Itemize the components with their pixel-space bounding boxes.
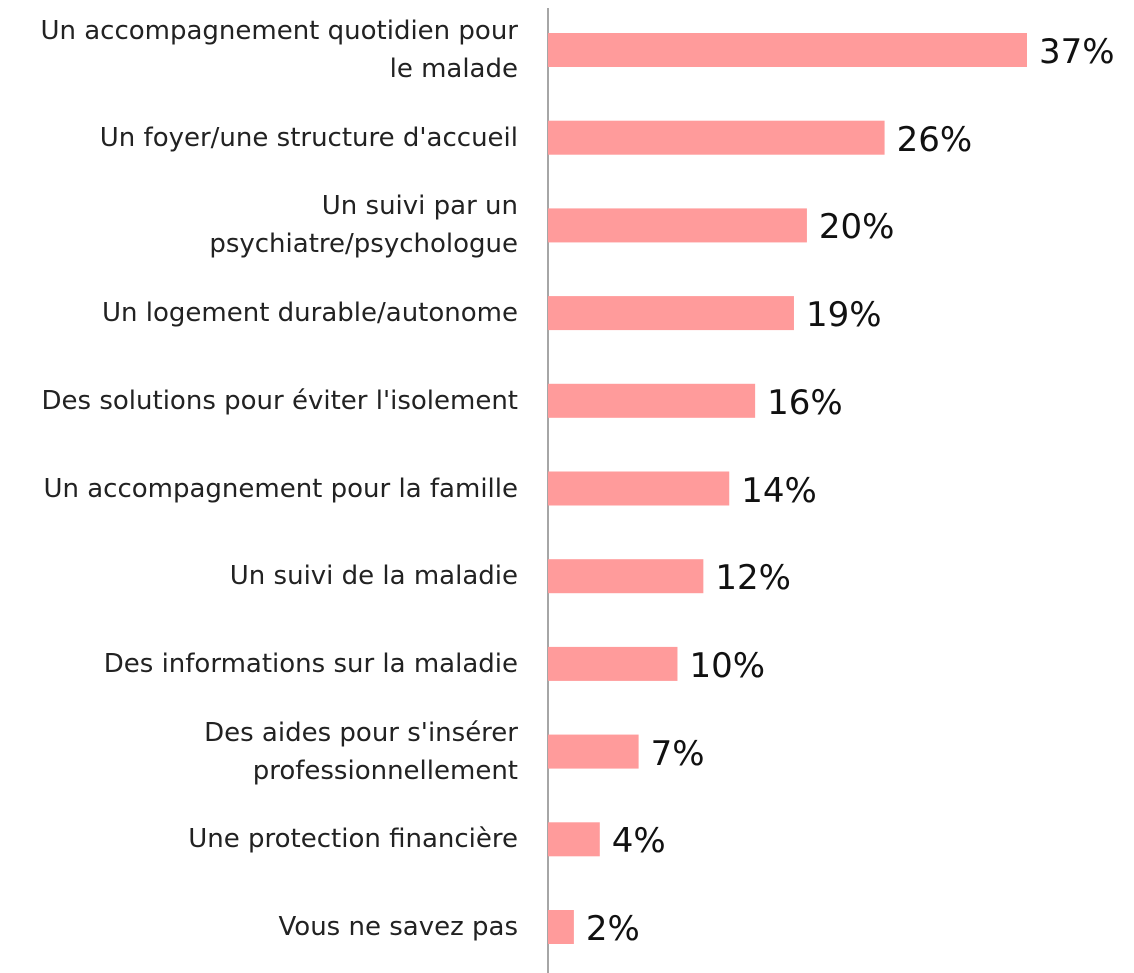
category-label: Un accompagnement quotidien pour le mala… [40, 16, 518, 84]
value-label: 19% [805, 295, 882, 336]
category-label: Un suivi de la maladie [229, 561, 518, 592]
bar [548, 822, 600, 857]
value-label: 4% [611, 821, 666, 862]
bar [548, 559, 704, 594]
bar [548, 208, 807, 243]
bar [548, 734, 639, 769]
value-label: 12% [715, 558, 791, 599]
value-label: 14% [741, 470, 817, 511]
value-label: 2% [585, 909, 640, 949]
category-label: Un suivi par un psychiatre/psychologue [209, 191, 518, 260]
category-label: Des aides pour s'insérer professionnelle… [204, 717, 518, 786]
bar [548, 383, 756, 418]
bar [548, 296, 794, 331]
value-label: 7% [650, 733, 705, 774]
value-label: 37% [1039, 32, 1115, 72]
bar [548, 33, 1027, 67]
category-label: Des informations sur la maladie [103, 648, 518, 679]
value-label: 26% [896, 119, 973, 160]
value-label: 20% [818, 207, 895, 248]
bar [548, 910, 574, 944]
bar [548, 120, 885, 155]
bar [548, 471, 730, 506]
bar [548, 646, 678, 681]
value-label: 10% [689, 645, 766, 686]
category-label: Un accompagnement pour la famille [43, 473, 518, 504]
category-label: Des solutions pour éviter l'isolement [41, 385, 518, 416]
value-label: 16% [767, 382, 843, 423]
category-label: Un logement durable/autonome [102, 298, 518, 329]
category-label: Un foyer/une structure d'accueil [99, 122, 518, 153]
category-label: Une protection financière [188, 824, 518, 855]
category-label: Vous ne savez pas [278, 912, 518, 942]
